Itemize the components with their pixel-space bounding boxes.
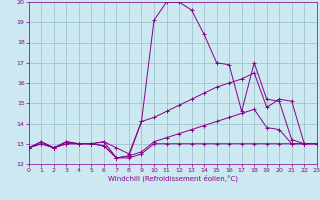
X-axis label: Windchill (Refroidissement éolien,°C): Windchill (Refroidissement éolien,°C) [108, 175, 238, 182]
